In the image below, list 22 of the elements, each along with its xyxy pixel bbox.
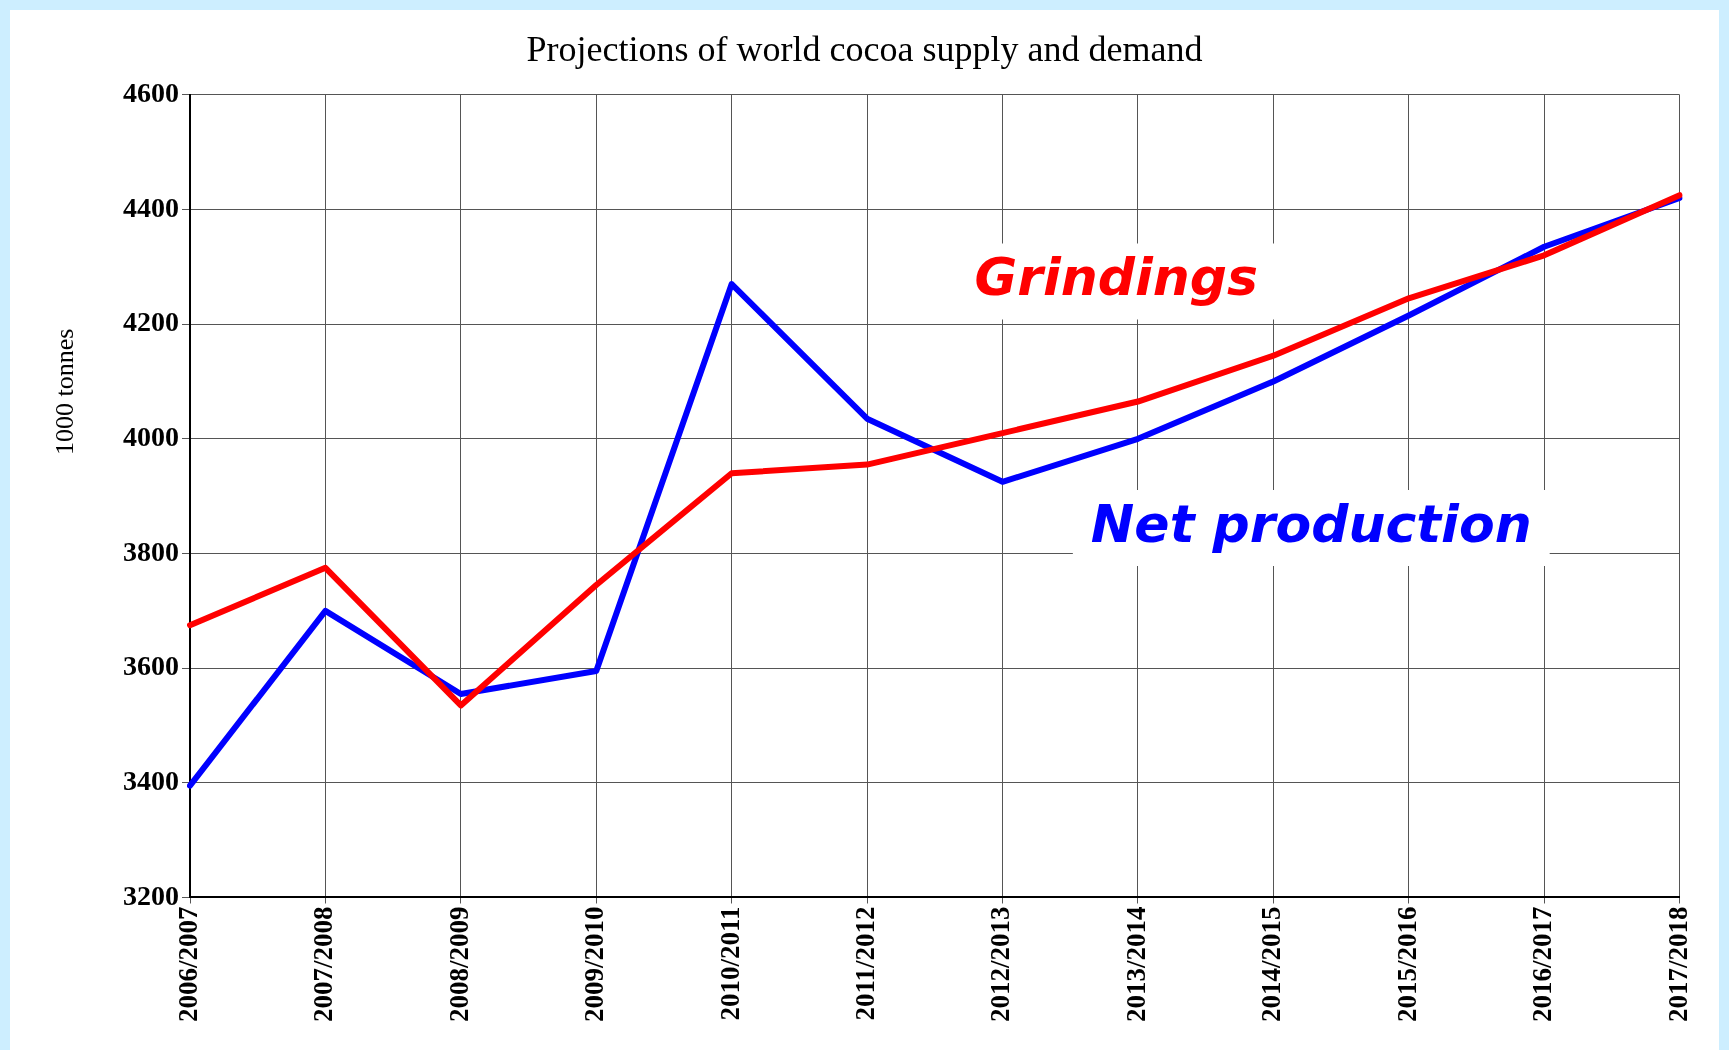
x-tick-label: 2007/2008: [308, 906, 339, 1023]
x-tick-label: 2008/2009: [443, 906, 474, 1023]
x-tick-label: 2009/2010: [579, 906, 610, 1023]
y-tick-label: 4000: [123, 421, 179, 453]
y-tick-label: 3400: [123, 765, 179, 797]
y-tick-label: 4600: [123, 77, 179, 109]
x-tick-label: 2016/2017: [1527, 906, 1558, 1023]
x-tick-label: 2012/2013: [985, 906, 1016, 1023]
x-tick-label: 2014/2015: [1256, 906, 1287, 1023]
y-tick-label: 3800: [123, 535, 179, 567]
x-tick-label: 2017/2018: [1662, 906, 1693, 1023]
y-tick-label: 4200: [123, 306, 179, 338]
y-tick-label: 3600: [123, 650, 179, 682]
x-tick-label: 2011/2012: [850, 906, 881, 1021]
series-label: Net production: [1090, 493, 1532, 554]
y-tick-label: 4400: [123, 191, 179, 223]
series-label: Grindings: [974, 247, 1258, 308]
y-axis-title: 1000 tonnes: [50, 328, 80, 455]
chart-title: Projections of world cocoa supply and demand: [525, 28, 1204, 70]
x-tick-label: 2013/2014: [1120, 906, 1151, 1023]
x-tick-label: 2010/2011: [714, 906, 745, 1021]
x-tick-label: 2015/2016: [1391, 906, 1422, 1023]
